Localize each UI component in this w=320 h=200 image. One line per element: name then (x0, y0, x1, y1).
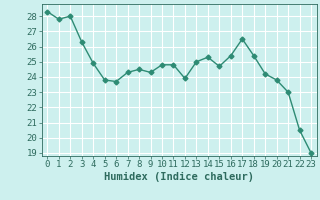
X-axis label: Humidex (Indice chaleur): Humidex (Indice chaleur) (104, 172, 254, 182)
